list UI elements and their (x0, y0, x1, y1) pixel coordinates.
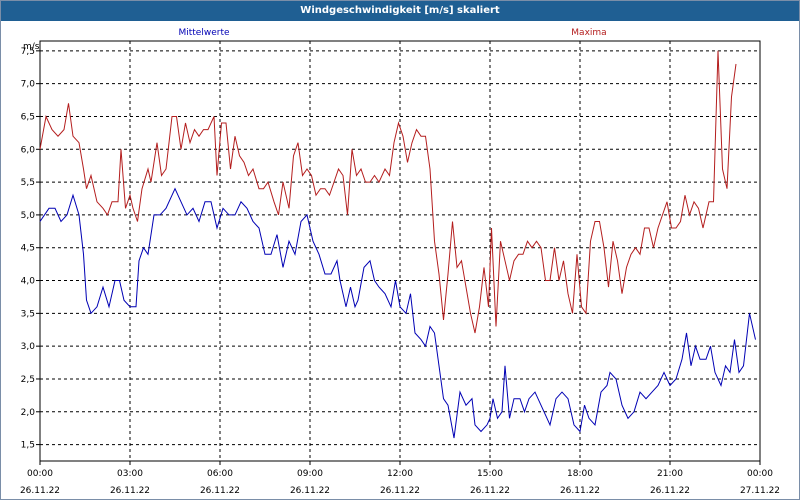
y-tick-label: 4,5 (21, 244, 35, 254)
legend-maxima: Maxima (571, 28, 606, 38)
series-line-mittelwerte (39, 187, 756, 439)
x-tick-time-label: 00:00 (27, 469, 53, 479)
x-tick-time-label: 06:00 (207, 469, 233, 479)
x-tick-time-label: 09:00 (297, 469, 323, 479)
y-tick-label: 2,0 (21, 408, 36, 418)
y-tick-label: 5,0 (21, 211, 36, 221)
x-tick-time-label: 18:00 (567, 469, 593, 479)
x-tick-date-label: 26.11.22 (290, 486, 330, 496)
x-tick-date-label: 26.11.22 (650, 486, 690, 496)
grid-lines (40, 41, 760, 461)
y-tick-label: 3,5 (21, 309, 35, 319)
x-tick-date-label: 26.11.22 (110, 486, 150, 496)
series-lines (39, 50, 756, 439)
x-tick-time-label: 12:00 (387, 469, 413, 479)
x-tick-date-label: 26.11.22 (20, 486, 60, 496)
x-tick-date-label: 26.11.22 (200, 486, 240, 496)
legend-mittelwerte: Mittelwerte (178, 28, 229, 38)
x-tick-date-label: 27.11.22 (740, 486, 780, 496)
y-axis-ticks: 1,5 2,0 2,5 3,0 3,5 4,0 4,5 5,0 5,5 6,0 6,5 7,0 7,5 (21, 47, 40, 451)
x-tick-date-label: 26.11.22 (560, 486, 600, 496)
y-unit-label: m/s (23, 42, 40, 52)
x-tick-time-label: 03:00 (117, 469, 143, 479)
y-tick-label: 6,5 (21, 112, 35, 122)
y-tick-label: 7,0 (21, 80, 36, 90)
y-tick-label: 6,0 (21, 145, 36, 155)
x-tick-date-label: 26.11.22 (380, 486, 420, 496)
x-tick-time-label: 15:00 (477, 469, 503, 479)
window-title: Windgeschwindigkeit [m/s] skaliert (1, 1, 799, 21)
series-line-maxima (39, 50, 737, 334)
y-tick-label: 4,0 (21, 277, 36, 287)
x-axis-ticks: 00:00 26.11.22 03:00 26.11.22 06:00 26.11.22 0… (20, 461, 780, 496)
y-tick-label: 3,0 (21, 342, 36, 352)
x-tick-time-label: 00:00 (747, 469, 773, 479)
x-tick-time-label: 21:00 (657, 469, 683, 479)
y-tick-label: 7,5 (21, 47, 35, 57)
chart-canvas: m/s Mittelwerte Maxima 1,5 2,0 2,5 3,0 3,5 4,… (20, 28, 780, 496)
y-tick-label: 2,5 (21, 375, 35, 385)
x-tick-date-label: 26.11.22 (470, 486, 510, 496)
y-tick-label: 5,5 (21, 178, 35, 188)
y-tick-label: 1,5 (21, 441, 35, 451)
